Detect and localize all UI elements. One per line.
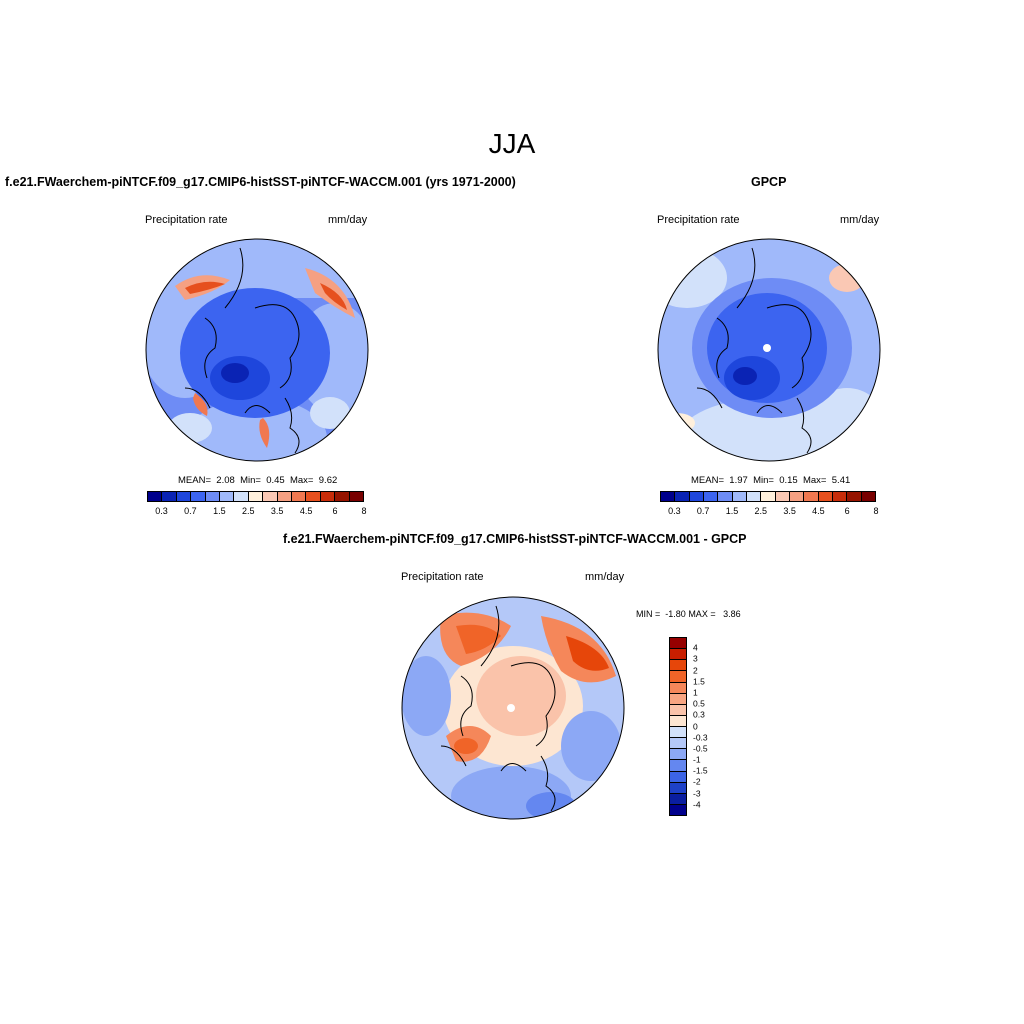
panel3-colorbar-swatch — [670, 671, 686, 683]
panel3-colorbar-tick: 1 — [693, 687, 698, 698]
panel3-colorbar-tick: 4 — [693, 642, 698, 653]
panel2-colorbar-tick: 6 — [844, 506, 850, 516]
panel3-colorbar-tick: 3 — [693, 653, 698, 664]
panel1-colorbar-swatch — [176, 492, 192, 501]
panel2-colorbar-swatch — [703, 492, 719, 501]
panel3-colorbar-swatch — [670, 760, 686, 772]
panel2-polar-map — [657, 238, 881, 462]
panel2-colorbar-swatch — [689, 492, 704, 501]
panel1-colorbar-swatch — [148, 492, 163, 501]
panel3-colorbar-tick: -2 — [693, 776, 701, 787]
panel1-title: f.e21.FWaerchem-piNTCF.f09_g17.CMIP6-his… — [5, 175, 516, 189]
panel3-colorbar-tick: 2 — [693, 665, 698, 676]
panel3-colorbar-swatch — [670, 749, 686, 761]
panel1-stats: MEAN= 2.08 Min= 0.45 Max= 9.62 — [178, 475, 338, 486]
panel2-colorbar — [660, 491, 876, 502]
panel2-colorbar-swatch — [761, 492, 776, 501]
panel1-colorbar-swatch — [292, 492, 307, 501]
panel2-colorbar-swatch — [661, 492, 676, 501]
panel1-colorbar-swatch — [335, 492, 350, 501]
panel3-colorbar-tick: 1.5 — [693, 676, 705, 687]
panel2-colorbar-tick: 2.5 — [754, 506, 768, 516]
panel3-colorbar-swatch — [670, 649, 686, 661]
panel1-colorbar-tick: 0.3 — [155, 506, 168, 516]
panel2-colorbar-ticks: 0.3 0.7 1.5 2.5 3.5 4.5 6 8 — [660, 506, 879, 518]
panel3-colorbar-ticks: 4 3 2 1.5 1 0.5 0.3 0 -0.3 -0.5 -1 -1.5 -2 -3 -4 — [693, 637, 723, 816]
panel2-colorbar-swatch — [675, 492, 690, 501]
panel3-colorbar-swatch — [670, 793, 686, 805]
panel3-colorbar-swatch — [670, 682, 686, 694]
panel3-variable-label: Precipitation rate — [401, 571, 484, 583]
figure-title: JJA — [488, 128, 536, 159]
panel2-colorbar-swatch — [775, 492, 790, 501]
panel3-colorbar-swatch — [670, 804, 686, 815]
panel3-colorbar-swatch — [670, 715, 686, 727]
panel1-colorbar-swatch — [349, 492, 364, 501]
panel3-colorbar-swatch — [670, 704, 686, 716]
panel2-colorbar-swatch — [746, 492, 762, 501]
panel2-units-label: mm/day — [840, 214, 880, 226]
panel1-colorbar-ticks: 0.3 0.7 1.5 2.5 3.5 4.5 6 8 — [147, 506, 367, 518]
panel2-colorbar-swatch — [789, 492, 805, 501]
panel3-colorbar-tick: -3 — [693, 788, 701, 799]
panel2-colorbar-tick: 4.5 — [812, 506, 825, 516]
panel3-stats: MIN = -1.80 MAX = 3.86 — [636, 609, 741, 619]
panel3-colorbar-swatch — [670, 771, 686, 783]
panel1-colorbar-tick: 4.5 — [299, 506, 313, 516]
panel2-colorbar-tick: 3.5 — [783, 506, 796, 516]
panel3-colorbar-tick: -0.5 — [693, 743, 708, 754]
panel2-colorbar-swatch — [861, 492, 875, 501]
panel1-colorbar-tick: 8 — [361, 506, 367, 516]
panel3-colorbar-tick: 0 — [693, 721, 698, 731]
panel3-colorbar-swatch — [670, 638, 686, 650]
panel3-colorbar-swatch — [670, 782, 686, 794]
panel3-colorbar-swatch — [670, 738, 686, 750]
panel2-colorbar-swatch — [732, 492, 747, 501]
panel2-colorbar-swatch — [847, 492, 862, 501]
panel1-variable-label: Precipitation rate — [145, 214, 228, 226]
panel2-variable-label: Precipitation rate — [657, 214, 740, 226]
panel1-colorbar-tick: 0.7 — [184, 506, 197, 516]
panel1-units-label: mm/day — [328, 214, 368, 226]
panel3-colorbar-tick: -0.3 — [693, 732, 708, 743]
panel1-colorbar-swatch — [234, 492, 249, 501]
panel1-colorbar-swatch — [162, 492, 177, 501]
panel1-colorbar-swatch — [205, 492, 221, 501]
panel1-colorbar-swatch — [277, 492, 293, 501]
panel1-colorbar-swatch — [320, 492, 336, 501]
panel1-colorbar-tick: 3.5 — [270, 506, 284, 516]
panel3-colorbar-tick: -4 — [693, 799, 701, 810]
panel1-polar-map — [145, 238, 369, 462]
panel2-colorbar-swatch — [818, 492, 833, 501]
panel1-colorbar-swatch — [263, 492, 278, 501]
panel3-colorbar-tick: 0.3 — [693, 709, 705, 720]
panel2-colorbar-tick: 0.3 — [668, 506, 681, 516]
panel2-colorbar-swatch — [718, 492, 733, 501]
panel3-colorbar-swatch — [670, 660, 686, 672]
panel1-colorbar-tick: 6 — [332, 506, 338, 516]
panel2-colorbar-tick: 8 — [873, 506, 879, 516]
panel3-units-label: mm/day — [585, 571, 625, 583]
panel3-colorbar — [669, 637, 687, 816]
panel3-colorbar-swatch — [670, 693, 686, 705]
panel2-colorbar-tick: 1.5 — [725, 506, 739, 516]
panel2-title: GPCP — [751, 175, 787, 189]
panel1-colorbar-swatch — [306, 492, 321, 501]
panel1-colorbar — [147, 491, 364, 502]
panel2-colorbar-swatch — [832, 492, 848, 501]
panel3-colorbar-tick: 0.5 — [693, 698, 705, 709]
panel2-colorbar-swatch — [804, 492, 819, 501]
panel1-colorbar-swatch — [248, 492, 264, 501]
panel3-polar-map — [401, 596, 625, 820]
panel1-colorbar-swatch — [191, 492, 206, 501]
panel2-colorbar-tick: 0.7 — [696, 506, 710, 516]
panel2-stats: MEAN= 1.97 Min= 0.15 Max= 5.41 — [691, 475, 851, 486]
panel1-colorbar-tick: 1.5 — [213, 506, 226, 516]
panel3-colorbar-tick: -1 — [693, 754, 701, 765]
panel3-colorbar-tick: -1.5 — [693, 765, 708, 776]
panel3-title: f.e21.FWaerchem-piNTCF.f09_g17.CMIP6-his… — [283, 532, 747, 546]
panel3-colorbar-swatch — [670, 727, 686, 739]
panel1-colorbar-tick: 2.5 — [242, 506, 255, 516]
panel1-colorbar-swatch — [220, 492, 235, 501]
